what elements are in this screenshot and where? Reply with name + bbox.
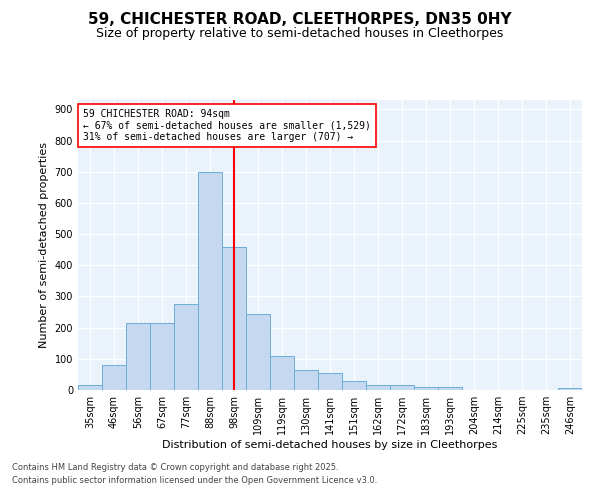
Bar: [438, 387, 462, 390]
Bar: [558, 388, 582, 390]
Bar: [390, 386, 414, 390]
Bar: [102, 365, 126, 390]
Bar: [270, 356, 294, 390]
Bar: [78, 386, 102, 390]
Bar: [318, 373, 342, 390]
Bar: [150, 323, 174, 390]
Text: Contains HM Land Registry data © Crown copyright and database right 2025.: Contains HM Land Registry data © Crown c…: [12, 464, 338, 472]
Bar: [126, 323, 150, 390]
Y-axis label: Number of semi-detached properties: Number of semi-detached properties: [39, 142, 49, 348]
Bar: [366, 386, 390, 390]
Bar: [246, 314, 270, 390]
Bar: [414, 387, 438, 390]
Bar: [174, 304, 198, 390]
X-axis label: Distribution of semi-detached houses by size in Cleethorpes: Distribution of semi-detached houses by …: [163, 440, 497, 450]
Text: 59 CHICHESTER ROAD: 94sqm
← 67% of semi-detached houses are smaller (1,529)
31% : 59 CHICHESTER ROAD: 94sqm ← 67% of semi-…: [83, 108, 371, 142]
Text: Size of property relative to semi-detached houses in Cleethorpes: Size of property relative to semi-detach…: [97, 28, 503, 40]
Bar: [222, 246, 246, 390]
Bar: [198, 172, 222, 390]
Text: 59, CHICHESTER ROAD, CLEETHORPES, DN35 0HY: 59, CHICHESTER ROAD, CLEETHORPES, DN35 0…: [88, 12, 512, 28]
Bar: [342, 380, 366, 390]
Text: Contains public sector information licensed under the Open Government Licence v3: Contains public sector information licen…: [12, 476, 377, 485]
Bar: [294, 370, 318, 390]
